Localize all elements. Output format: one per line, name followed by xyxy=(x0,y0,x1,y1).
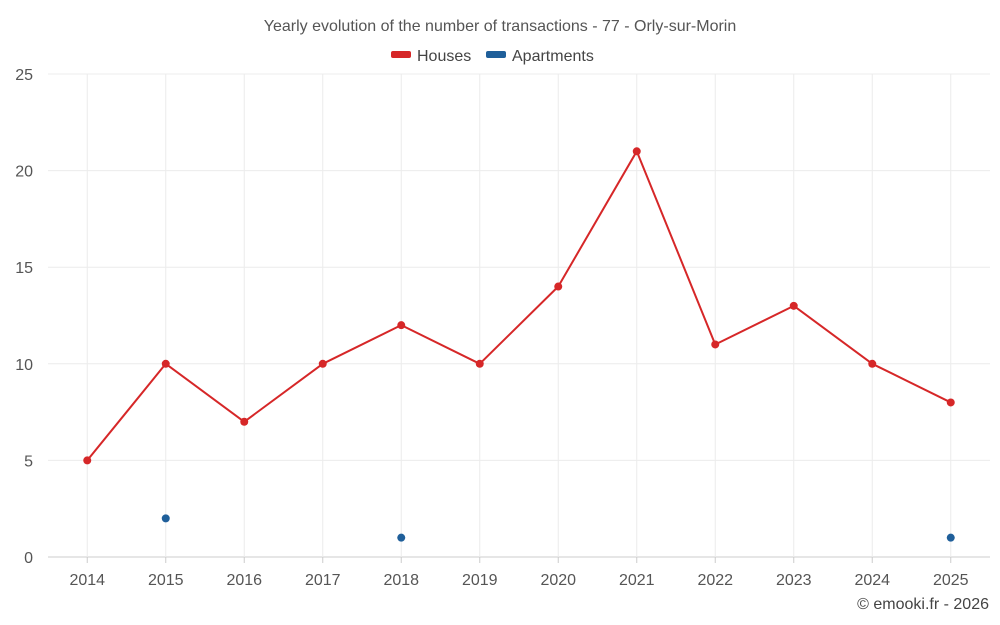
credit-text: © emooki.fr - 2026 xyxy=(857,596,989,613)
x-tick-label: 2014 xyxy=(69,572,105,589)
legend-label-houses[interactable]: Houses xyxy=(417,48,471,65)
data-point-apartments-2015[interactable] xyxy=(161,514,170,523)
y-tick-label: 0 xyxy=(24,550,33,567)
x-tick-label: 2024 xyxy=(854,572,890,589)
data-point-houses-2025[interactable] xyxy=(946,398,955,407)
data-point-houses-2024[interactable] xyxy=(868,359,877,368)
data-point-houses-2019[interactable] xyxy=(475,359,484,368)
data-point-houses-2022[interactable] xyxy=(711,340,720,349)
legend-swatch-houses xyxy=(391,51,411,58)
x-tick-label: 2015 xyxy=(148,572,184,589)
x-axis: 2014 2015 2016 2017 2018 2019 2020 2021 2022 2023… xyxy=(69,557,969,589)
y-tick-label: 20 xyxy=(15,164,33,181)
x-tick-label: 2021 xyxy=(619,572,655,589)
x-tick-label: 2019 xyxy=(462,572,498,589)
data-point-houses-2015[interactable] xyxy=(161,359,170,368)
series-layer xyxy=(83,147,955,542)
x-tick-label: 2025 xyxy=(933,572,969,589)
y-tick-label: 25 xyxy=(15,67,33,84)
series-line-houses xyxy=(86,150,952,462)
data-point-houses-2014[interactable] xyxy=(83,456,92,465)
x-tick-label: 2016 xyxy=(226,572,262,589)
legend: Houses Apartments xyxy=(391,48,594,65)
y-tick-label: 15 xyxy=(15,260,33,277)
chart-title: Yearly evolution of the number of transa… xyxy=(264,18,737,35)
x-tick-label: 2017 xyxy=(305,572,341,589)
data-point-houses-2017[interactable] xyxy=(318,359,327,368)
data-point-apartments-2025[interactable] xyxy=(946,533,955,542)
y-tick-label: 10 xyxy=(15,357,33,374)
x-tick-label: 2018 xyxy=(383,572,419,589)
data-point-houses-2020[interactable] xyxy=(554,282,563,291)
y-axis: 0 5 10 15 20 25 xyxy=(15,67,33,567)
data-point-apartments-2018[interactable] xyxy=(397,533,406,542)
grid xyxy=(48,73,990,558)
data-point-houses-2021[interactable] xyxy=(632,147,641,156)
data-point-houses-2023[interactable] xyxy=(789,301,798,310)
data-point-houses-2016[interactable] xyxy=(240,417,249,426)
x-tick-label: 2023 xyxy=(776,572,812,589)
legend-label-apartments[interactable]: Apartments xyxy=(512,48,594,65)
y-tick-label: 5 xyxy=(24,453,33,470)
legend-swatch-apartments xyxy=(486,51,506,58)
data-point-houses-2018[interactable] xyxy=(397,321,406,330)
x-tick-label: 2022 xyxy=(697,572,733,589)
x-tick-label: 2020 xyxy=(540,572,576,589)
